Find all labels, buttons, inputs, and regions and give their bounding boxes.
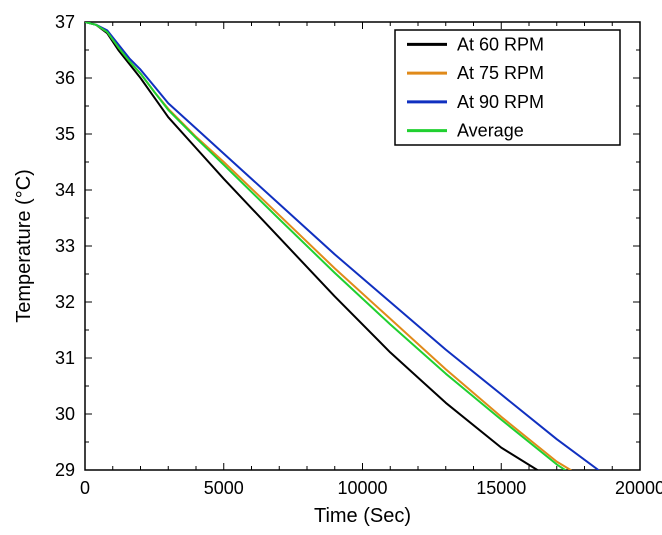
x-tick-label: 5000 <box>204 478 244 498</box>
legend-label: At 90 RPM <box>457 92 544 112</box>
y-tick-label: 35 <box>55 124 75 144</box>
legend-label: At 75 RPM <box>457 63 544 83</box>
y-tick-label: 36 <box>55 68 75 88</box>
y-tick-label: 33 <box>55 236 75 256</box>
x-tick-label: 10000 <box>337 478 387 498</box>
y-tick-label: 29 <box>55 460 75 480</box>
x-axis-label: Time (Sec) <box>314 505 411 527</box>
x-tick-label: 0 <box>80 478 90 498</box>
x-tick-label: 15000 <box>476 478 526 498</box>
y-tick-label: 34 <box>55 180 75 200</box>
y-tick-label: 30 <box>55 404 75 424</box>
y-tick-label: 32 <box>55 292 75 312</box>
y-tick-label: 31 <box>55 348 75 368</box>
legend-label: At 60 RPM <box>457 34 544 54</box>
x-tick-label: 20000 <box>615 478 662 498</box>
y-axis-label: Temperature (°C) <box>13 169 35 323</box>
line-chart: 0 5000 10000 15000 20000 29 30 31 32 33 34 35 36 37 Ti… <box>0 0 662 535</box>
y-tick-label: 37 <box>55 12 75 32</box>
legend-label: Average <box>457 121 524 141</box>
chart-container: 0 5000 10000 15000 20000 29 30 31 32 33 34 35 36 37 Ti… <box>0 0 662 535</box>
